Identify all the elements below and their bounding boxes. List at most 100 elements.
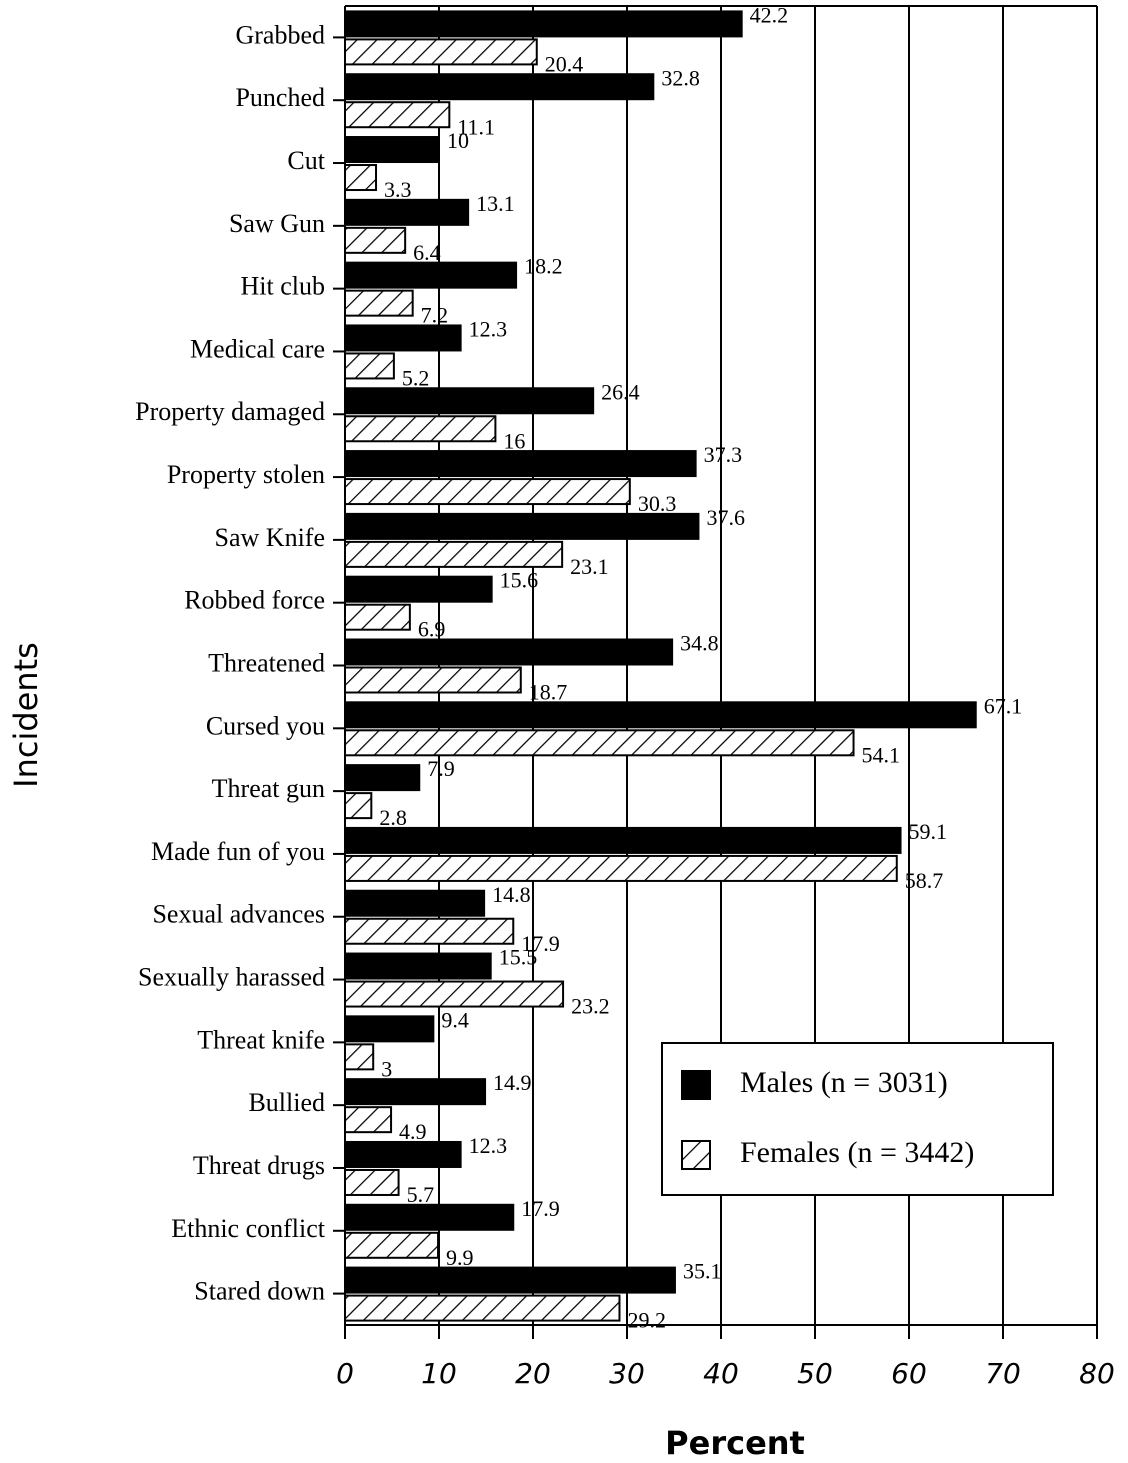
value-label: 18.2: [524, 254, 563, 279]
y-tick-label: Bullied: [248, 1088, 325, 1117]
x-tick-label: 10: [421, 1357, 457, 1390]
y-axis-title: Incidents: [7, 642, 45, 788]
y-tick-label: Medical care: [190, 334, 325, 363]
value-label: 34.8: [680, 631, 719, 656]
y-tick-label: Hit club: [241, 272, 326, 301]
bar: [344, 764, 421, 792]
value-label: 58.7: [905, 868, 944, 893]
value-label: 4.9: [399, 1119, 427, 1144]
value-label: 26.4: [601, 379, 640, 404]
legend-box: [661, 1042, 1054, 1196]
bar: [344, 226, 407, 254]
bar: [344, 1203, 515, 1231]
value-label: 3: [381, 1056, 392, 1081]
bar: [344, 10, 743, 38]
value-label: 9.4: [441, 1007, 469, 1032]
bar: [344, 1043, 375, 1071]
y-tick-label: Stared down: [194, 1277, 325, 1306]
bar: [344, 917, 515, 945]
value-label: 35.1: [683, 1259, 722, 1284]
x-axis-title: Percent: [665, 1424, 805, 1462]
value-label: 16: [503, 428, 525, 453]
x-tick-label: 30: [609, 1357, 645, 1390]
bar: [344, 980, 565, 1008]
value-label: 15.5: [499, 945, 538, 970]
bar: [344, 701, 977, 729]
y-tick-label: Saw Knife: [215, 523, 325, 552]
bar: [344, 826, 902, 854]
value-label: 10: [447, 128, 469, 153]
value-label: 17.9: [521, 931, 560, 956]
bar: [344, 289, 414, 317]
value-label: 67.1: [984, 693, 1023, 718]
value-label: 23.1: [570, 554, 609, 579]
y-tick-label: Cut: [287, 146, 325, 175]
y-tick-label: Robbed force: [184, 586, 325, 615]
bar: [344, 638, 674, 666]
y-tick-label: Punched: [235, 83, 325, 112]
bar: [344, 603, 411, 631]
x-tick-label: 40: [703, 1357, 739, 1390]
bar: [344, 73, 655, 101]
value-label: 5.7: [407, 1182, 435, 1207]
bar: [344, 666, 522, 694]
bar: [344, 512, 700, 540]
bar: [344, 792, 373, 820]
bar: [344, 952, 492, 980]
bar: [344, 1294, 621, 1322]
value-label: 20.4: [545, 51, 584, 76]
y-tick-label: Grabbed: [235, 20, 325, 49]
y-tick-label: Property damaged: [135, 397, 325, 426]
bar: [344, 1140, 462, 1168]
bar: [344, 1266, 676, 1294]
value-label: 42.2: [750, 2, 789, 27]
bar: [344, 198, 470, 226]
bar: [344, 38, 538, 66]
x-tick-label: 20: [515, 1357, 551, 1390]
value-label: 59.1: [909, 819, 948, 844]
bar: [344, 1106, 393, 1134]
value-label: 6.4: [413, 240, 441, 265]
legend-label: Males (n = 3031): [740, 1066, 948, 1099]
y-tick-label: Threat knife: [197, 1025, 325, 1054]
value-label: 18.7: [529, 680, 568, 705]
bar: [344, 1231, 440, 1259]
bar: [344, 1015, 435, 1043]
y-tick-label: Sexual advances: [152, 900, 325, 929]
value-label: 11.1: [457, 114, 495, 139]
bar: [344, 387, 595, 415]
bar: [344, 1168, 400, 1196]
value-label: 6.9: [418, 617, 446, 642]
bar: [344, 261, 518, 289]
value-label: 7.2: [421, 303, 449, 328]
bar: [344, 101, 451, 129]
value-label: 12.3: [469, 1133, 508, 1158]
value-label: 29.2: [627, 1308, 666, 1333]
value-label: 3.3: [384, 177, 412, 202]
value-label: 12.3: [469, 316, 508, 341]
value-label: 37.6: [706, 505, 745, 530]
value-label: 7.9: [427, 756, 455, 781]
value-label: 15.6: [500, 568, 539, 593]
y-tick-label: Threat drugs: [193, 1151, 325, 1180]
bar: [344, 889, 486, 917]
bar: [344, 352, 395, 380]
x-tick-label: 0: [336, 1357, 354, 1390]
bar: [344, 478, 631, 506]
x-tick-label: 60: [891, 1357, 927, 1390]
value-label: 14.8: [492, 882, 531, 907]
y-tick-label: Saw Gun: [229, 209, 325, 238]
y-tick-label: Threatened: [208, 648, 325, 677]
value-label: 32.8: [661, 65, 700, 90]
y-tick-label: Sexually harassed: [138, 963, 325, 992]
value-label: 23.2: [571, 994, 610, 1019]
bar: [344, 729, 855, 757]
y-tick-label: Threat gun: [212, 774, 325, 803]
value-label: 5.2: [402, 365, 430, 390]
value-label: 14.9: [493, 1070, 532, 1095]
y-tick-label: Ethnic conflict: [171, 1214, 326, 1243]
value-label: 17.9: [521, 1196, 560, 1221]
value-label: 37.3: [704, 442, 743, 467]
y-tick-label: Made fun of you: [151, 837, 325, 866]
